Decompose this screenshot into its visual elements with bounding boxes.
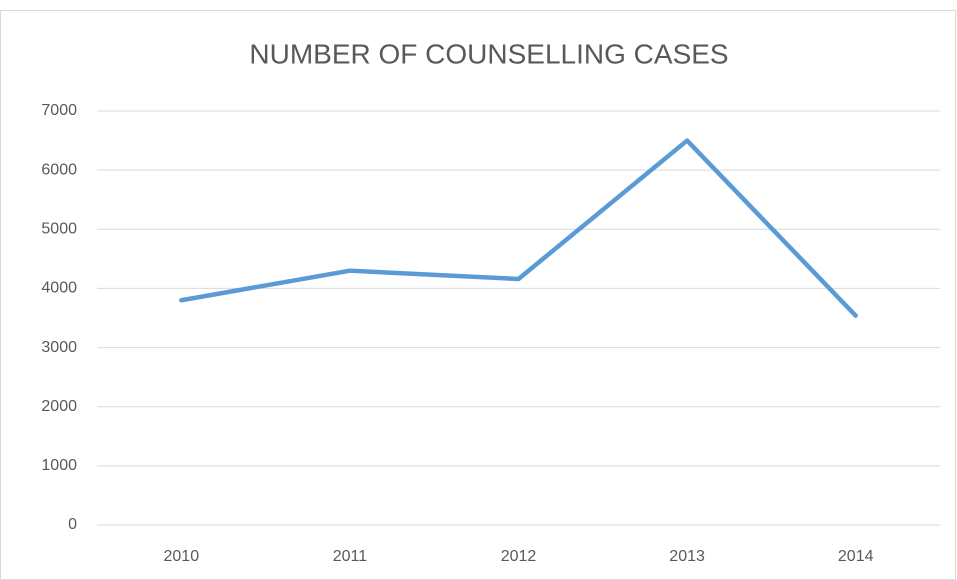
y-tick-label: 4000 bbox=[41, 280, 77, 297]
x-tick-label: 2010 bbox=[164, 548, 200, 565]
y-tick-label: 0 bbox=[68, 516, 77, 533]
y-tick-label: 6000 bbox=[41, 161, 77, 178]
x-tick-label: 2014 bbox=[838, 548, 874, 565]
chart-border bbox=[0, 10, 956, 580]
chart-title: NUMBER OF COUNSELLING CASES bbox=[249, 38, 728, 69]
data-line bbox=[179, 138, 858, 318]
y-tick-label: 3000 bbox=[41, 339, 77, 356]
x-tick-label: 2013 bbox=[669, 548, 705, 565]
y-tick-label: 7000 bbox=[41, 102, 77, 119]
y-tick-label: 1000 bbox=[41, 457, 77, 474]
y-tick-label: 5000 bbox=[41, 221, 77, 238]
x-tick-label: 2012 bbox=[501, 548, 537, 565]
y-tick-label: 2000 bbox=[41, 398, 77, 415]
x-tick-label: 2011 bbox=[333, 548, 368, 565]
